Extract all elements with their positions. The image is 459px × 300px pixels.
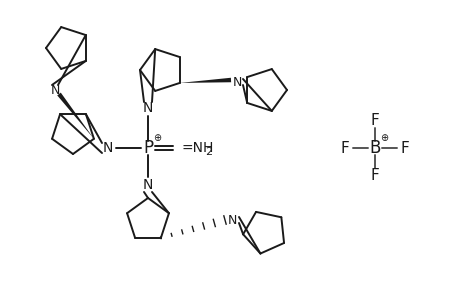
Text: P: P: [143, 139, 153, 157]
Text: =NH: =NH: [182, 140, 214, 154]
Text: N: N: [103, 141, 113, 155]
Text: N: N: [142, 178, 153, 192]
Text: F: F: [340, 140, 349, 155]
Text: N: N: [50, 83, 60, 97]
Polygon shape: [57, 93, 94, 139]
Text: 2: 2: [205, 147, 212, 157]
Text: N: N: [227, 214, 236, 226]
Text: N: N: [232, 76, 241, 88]
Text: N: N: [142, 101, 153, 115]
Text: ⊕: ⊕: [379, 133, 387, 143]
Text: B: B: [369, 139, 380, 157]
Text: ⊕: ⊕: [152, 133, 161, 143]
Polygon shape: [179, 78, 230, 83]
Text: F: F: [370, 112, 379, 128]
Text: F: F: [370, 169, 379, 184]
Text: F: F: [400, 140, 409, 155]
